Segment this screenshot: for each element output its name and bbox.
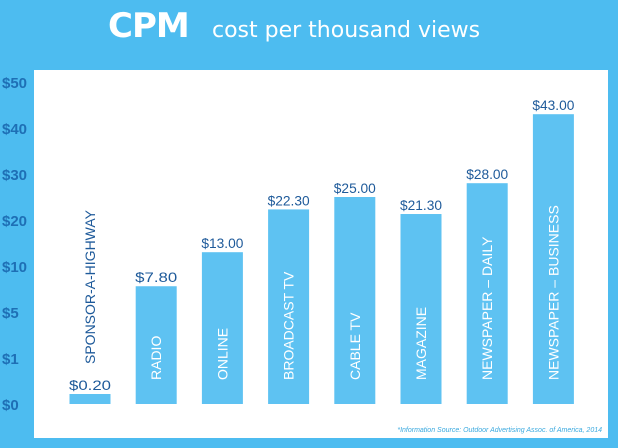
category-label: CABLE TV [347,312,363,380]
bar [466,183,508,404]
y-tick-label: $30 [2,167,27,184]
category-label: RADIO [148,336,164,380]
source-note: *Information Source: Outdoor Advertising… [397,427,602,434]
bar-value-label: $13.00 [201,235,243,251]
y-tick-label: $5 [2,305,19,322]
chart-panel [34,70,608,438]
bar [69,394,111,404]
bar [268,209,310,404]
y-tick-label: $40 [2,121,27,138]
bar-value-label: $21.30 [400,197,442,213]
bar [135,286,177,404]
y-tick-label: $10 [2,259,27,276]
bar [334,197,376,404]
y-tick-label: $50 [2,75,27,92]
category-label: MAGAZINE [413,307,429,380]
y-tick-label: $1 [2,351,19,368]
bar [201,252,243,404]
bar-value-label: $43.00 [532,97,574,113]
bar [532,114,574,404]
category-label: BROADCAST TV [281,271,297,380]
chart-title: CPM [108,6,190,46]
category-label: NEWSPAPER – DAILY [479,236,495,380]
bar-value-label: $25.00 [334,180,376,196]
y-tick-label: $20 [2,213,27,230]
category-label: ONLINE [214,328,230,380]
bar-value-label: $0.20 [69,377,111,393]
bar [400,214,442,404]
bar-value-label: $22.30 [268,192,310,208]
bar-value-label: $28.00 [466,166,508,182]
y-tick-label: $0 [2,397,19,414]
bar-value-label: $7.80 [135,269,177,285]
title-bar: CPM cost per thousand views [0,0,618,62]
category-label: SPONSOR-A-HIGHWAY [82,209,98,364]
category-label: NEWSPAPER – BUSINESS [545,205,561,380]
chart-subtitle: cost per thousand views [212,18,481,43]
